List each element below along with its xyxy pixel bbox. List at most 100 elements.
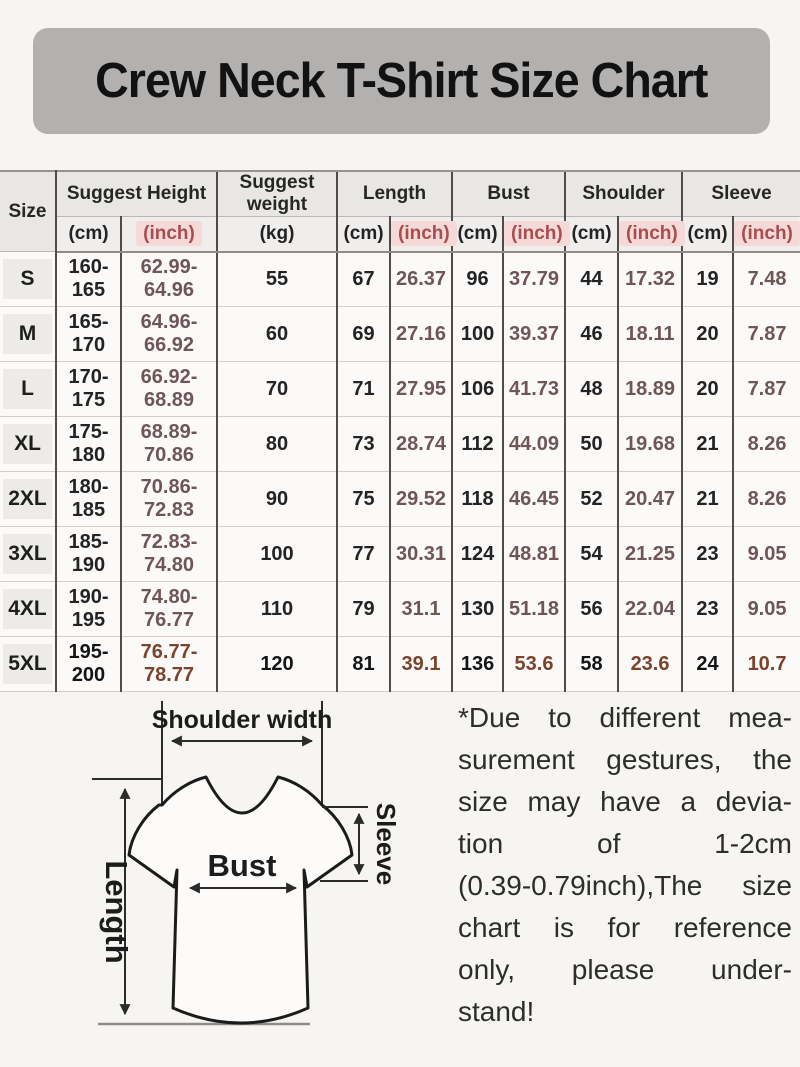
value-cell: 124 (451, 526, 504, 582)
value-cell: 8.26 (732, 416, 800, 472)
value-cell: 48.81 (502, 526, 566, 582)
value-cell: 51.18 (502, 581, 566, 637)
table-row: 5XL 195-200 76.77-78.77 120 81 39.1 136 53.6 58 2… (0, 636, 800, 692)
value-cell: 37.79 (502, 251, 566, 307)
unit-header-label: (inch) (619, 220, 685, 246)
column-group-header: Shoulder (564, 170, 683, 217)
note-line: tion of 1-2cm (458, 828, 792, 859)
size-cell: S (0, 251, 56, 307)
column-group-header: Suggest weight (216, 170, 337, 217)
value-cell: 52 (564, 471, 619, 527)
value-cell: 27.95 (388, 361, 453, 417)
value-cell: 70.86-72.83 (120, 471, 217, 527)
unit-header-label: (inch) (391, 220, 457, 246)
note-line: size may have a devia- (458, 786, 792, 817)
value-cell: 110 (216, 581, 337, 637)
value-cell: 81 (336, 636, 390, 692)
shoulder-width-label: Shoulder width (152, 706, 333, 734)
value-cell: 21 (681, 416, 734, 472)
table-row: 2XL 180-185 70.86-72.83 90 75 29.52 118 46.45 52… (0, 471, 800, 527)
unit-header: (cm) (56, 216, 121, 253)
value-cell: 62.99-64.96 (120, 251, 217, 307)
tshirt-outline (127, 775, 354, 1025)
value-cell: 29.52 (388, 471, 453, 527)
size-cell: 2XL (0, 471, 56, 527)
value-cell: 48 (564, 361, 619, 417)
value-cell: 39.1 (388, 636, 453, 692)
value-cell: 7.87 (732, 306, 800, 362)
unit-header-label: (inch) (136, 220, 202, 246)
value-cell: 130 (451, 581, 504, 637)
value-cell: 20 (681, 306, 734, 362)
value-cell: 10.7 (732, 636, 800, 692)
unit-header: (cm) (564, 216, 619, 253)
tshirt-measurement-diagram: Shoulder width Length Bust Sleeve (92, 701, 401, 1026)
value-cell: 69 (336, 306, 390, 362)
note-line: *Due to different mea- (458, 702, 792, 733)
size-cell: 5XL (0, 636, 56, 692)
value-cell: 71 (336, 361, 390, 417)
unit-header-label: (cm) (457, 222, 498, 244)
value-cell: 74.80-76.77 (120, 581, 217, 637)
value-cell: 23.6 (617, 636, 683, 692)
value-cell: 7.87 (732, 361, 800, 417)
value-cell: 23 (681, 581, 734, 637)
value-cell: 28.74 (388, 416, 453, 472)
value-cell: 26.37 (388, 251, 453, 307)
value-cell: 9.05 (732, 526, 800, 582)
value-cell: 120 (216, 636, 337, 692)
size-label: 2XL (3, 479, 52, 519)
column-group-header: Sleeve (681, 170, 800, 217)
value-cell: 50 (564, 416, 619, 472)
value-cell: 67 (336, 251, 390, 307)
value-cell: 106 (451, 361, 504, 417)
size-cell: 3XL (0, 526, 56, 582)
size-label: 5XL (3, 644, 52, 684)
value-cell: 19.68 (617, 416, 683, 472)
value-cell: 118 (451, 471, 504, 527)
value-cell: 56 (564, 581, 619, 637)
value-cell: 19 (681, 251, 734, 307)
value-cell: 44 (564, 251, 619, 307)
size-label: M (3, 314, 52, 354)
unit-header: (cm) (681, 216, 734, 253)
value-cell: 72.83-74.80 (120, 526, 217, 582)
size-cell: L (0, 361, 56, 417)
value-cell: 9.05 (732, 581, 800, 637)
size-label: S (3, 259, 52, 299)
note-line: chart is for reference (458, 912, 792, 943)
size-cell: XL (0, 416, 56, 472)
value-cell: 79 (336, 581, 390, 637)
length-label: Length (99, 860, 134, 963)
value-cell: 58 (564, 636, 619, 692)
unit-header-label: (inch) (504, 220, 570, 246)
value-cell: 55 (216, 251, 337, 307)
unit-header: (kg) (216, 216, 337, 253)
unit-header-label: (cm) (687, 222, 728, 244)
sleeve-label: Sleeve (371, 803, 401, 885)
unit-header: (inch) (732, 216, 800, 253)
unit-header-label: (inch) (734, 220, 800, 246)
value-cell: 112 (451, 416, 504, 472)
column-group-header: Bust (451, 170, 566, 217)
table-row: L 170-175 66.92-68.89 70 71 27.95 106 41.73 48 18… (0, 361, 800, 417)
unit-header-label: (cm) (571, 222, 612, 244)
unit-header: (inch) (617, 216, 685, 253)
value-cell: 68.89-70.86 (120, 416, 217, 472)
value-cell: 190-195 (55, 581, 121, 637)
table-row: S 160-165 62.99-64.96 55 67 26.37 96 37.79 44 17.… (0, 251, 800, 307)
size-cell: 4XL (0, 581, 56, 637)
value-cell: 75 (336, 471, 390, 527)
value-cell: 18.11 (617, 306, 683, 362)
value-cell: 24 (681, 636, 734, 692)
value-cell: 60 (216, 306, 337, 362)
size-chart-table-wrap: Size Suggest Height Suggest weight Length Bu… (0, 170, 800, 692)
value-cell: 7.48 (732, 251, 800, 307)
bust-label: Bust (208, 848, 277, 883)
value-cell: 54 (564, 526, 619, 582)
value-cell: 96 (451, 251, 504, 307)
value-cell: 90 (216, 471, 337, 527)
unit-header: (cm) (336, 216, 390, 253)
note-line: stand! (458, 996, 535, 1027)
value-cell: 39.37 (502, 306, 566, 362)
